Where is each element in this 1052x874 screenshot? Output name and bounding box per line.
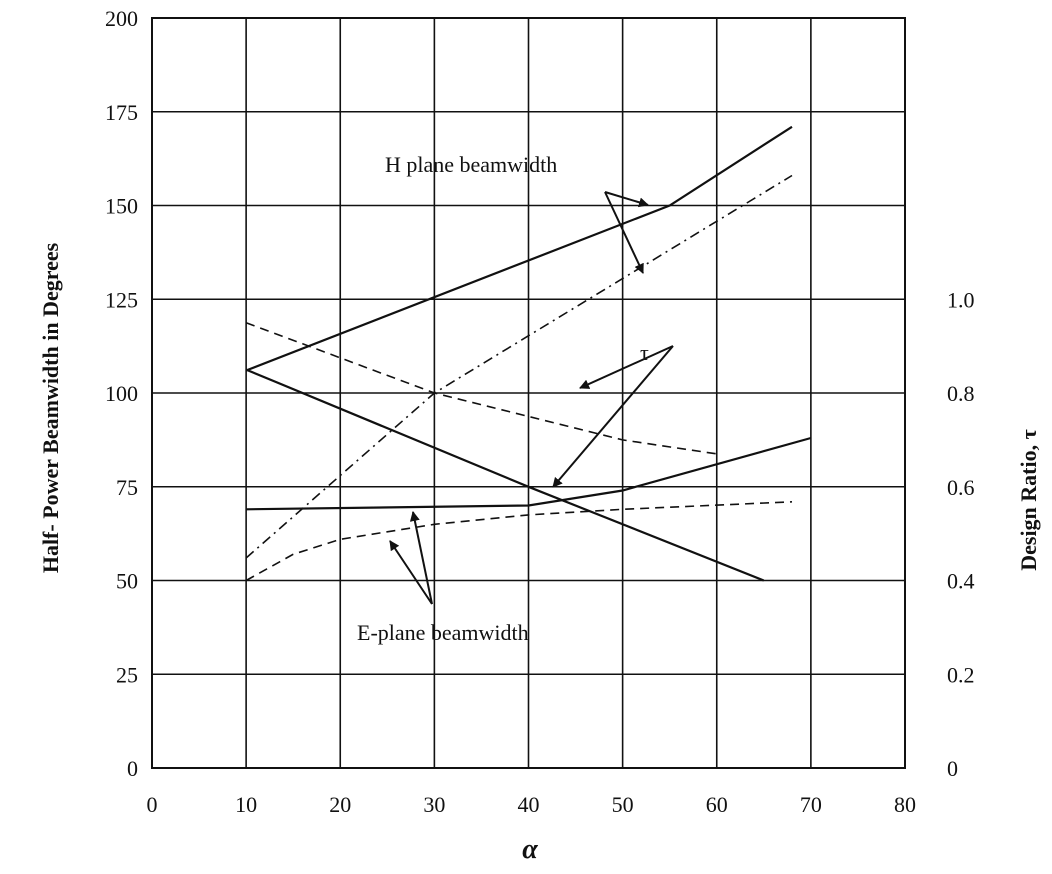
y-tick-label: 150 — [105, 194, 138, 219]
tick-labels: 0 10 20 30 40 50 60 70 80 0 25 50 75 100 125 150 175 200 0… — [105, 6, 975, 817]
x-tick-label: 80 — [894, 792, 916, 817]
y2-tick-label: 1.0 — [947, 287, 975, 312]
series-line-3 — [246, 436, 812, 511]
annotation-arrow — [409, 511, 433, 605]
y-axis-title: Half- Power Beamwidth in Degrees — [38, 242, 63, 573]
y-tick-label: 125 — [105, 287, 138, 312]
y-tick-label: 0 — [127, 756, 138, 781]
annotation-arrow — [604, 191, 644, 274]
y-tick-label: 75 — [116, 475, 138, 500]
grid-lines — [151, 17, 906, 769]
x-tick-label: 0 — [147, 792, 158, 817]
series-line-4 — [245, 501, 793, 582]
y-tick-label: 175 — [105, 100, 138, 125]
annotation-arrow — [604, 191, 649, 208]
y-tick-label: 200 — [105, 6, 138, 31]
series-line-6 — [245, 321, 717, 455]
y-tick-label: 100 — [105, 381, 138, 406]
y2-tick-label: 0.4 — [947, 569, 975, 594]
series-group — [245, 125, 812, 582]
x-tick-label: 40 — [518, 792, 540, 817]
series-line-2 — [245, 174, 793, 559]
y2-tick-label: 0.6 — [947, 475, 975, 500]
annotation-tau: τ — [640, 340, 649, 365]
x-tick-label: 70 — [800, 792, 822, 817]
y2-tick-label: 0.2 — [947, 662, 975, 687]
x-tick-label: 20 — [329, 792, 351, 817]
y2-tick-label: 0 — [947, 756, 958, 781]
annotation-h-plane: H plane beamwidth — [385, 152, 557, 177]
x-tick-label: 50 — [612, 792, 634, 817]
x-tick-label: 10 — [235, 792, 257, 817]
x-axis-title: α — [522, 834, 538, 865]
y2-axis-title: Design Ratio, τ — [1016, 429, 1041, 571]
annotation-arrow — [389, 540, 433, 605]
series-line-1 — [245, 125, 793, 372]
annotation-arrow — [579, 345, 674, 389]
y-tick-label: 50 — [116, 569, 138, 594]
annotation-arrows — [389, 191, 674, 605]
annotation-arrow — [552, 345, 674, 488]
y2-tick-label: 0.8 — [947, 381, 975, 406]
y-tick-label: 25 — [116, 662, 138, 687]
annotation-e-plane: E-plane beamwidth — [357, 620, 529, 645]
x-tick-label: 30 — [423, 792, 445, 817]
x-tick-label: 60 — [706, 792, 728, 817]
series-line-5 — [245, 368, 765, 582]
